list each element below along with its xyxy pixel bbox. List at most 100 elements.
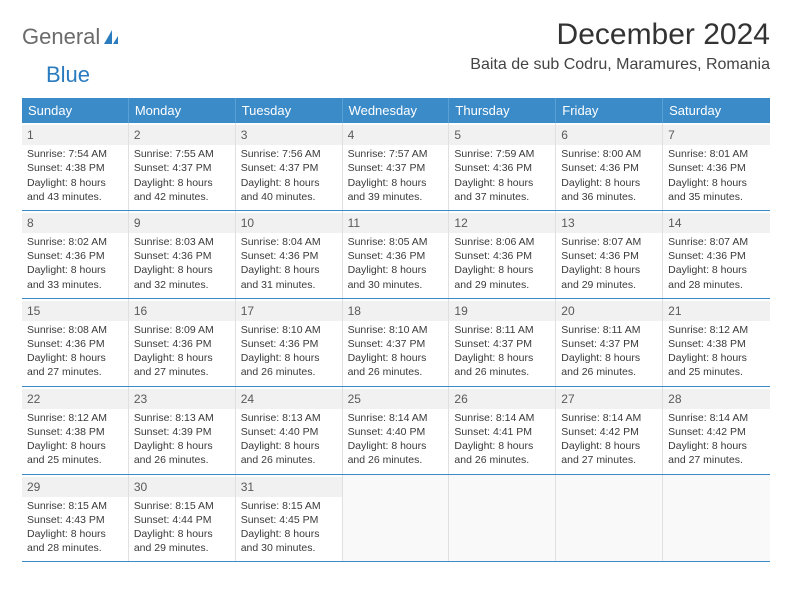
daylight: Daylight: 8 hours and 26 minutes. xyxy=(134,439,230,467)
sunset: Sunset: 4:37 PM xyxy=(348,337,444,351)
sunrise: Sunrise: 8:07 AM xyxy=(668,235,765,249)
weekday: Friday xyxy=(556,98,663,123)
sunset: Sunset: 4:36 PM xyxy=(348,249,444,263)
sunset: Sunset: 4:38 PM xyxy=(668,337,765,351)
weekday: Saturday xyxy=(663,98,770,123)
day-number: 18 xyxy=(343,301,449,321)
day-number: 6 xyxy=(556,125,662,145)
day-cell: 7Sunrise: 8:01 AMSunset: 4:36 PMDaylight… xyxy=(663,123,770,210)
sunrise: Sunrise: 8:12 AM xyxy=(668,323,765,337)
daylight: Daylight: 8 hours and 28 minutes. xyxy=(27,527,123,555)
sunrise: Sunrise: 8:10 AM xyxy=(348,323,444,337)
sunrise: Sunrise: 8:12 AM xyxy=(27,411,123,425)
day-cell: 1Sunrise: 7:54 AMSunset: 4:38 PMDaylight… xyxy=(22,123,129,210)
daylight: Daylight: 8 hours and 27 minutes. xyxy=(134,351,230,379)
sunset: Sunset: 4:37 PM xyxy=(134,161,230,175)
daylight: Daylight: 8 hours and 30 minutes. xyxy=(241,527,337,555)
sunrise: Sunrise: 8:09 AM xyxy=(134,323,230,337)
day-cell: 31Sunrise: 8:15 AMSunset: 4:45 PMDayligh… xyxy=(236,475,343,562)
sunrise: Sunrise: 8:15 AM xyxy=(134,499,230,513)
day-number: 13 xyxy=(556,213,662,233)
daylight: Daylight: 8 hours and 26 minutes. xyxy=(241,439,337,467)
sunset: Sunset: 4:40 PM xyxy=(241,425,337,439)
day-cell: 11Sunrise: 8:05 AMSunset: 4:36 PMDayligh… xyxy=(343,211,450,298)
daylight: Daylight: 8 hours and 37 minutes. xyxy=(454,176,550,204)
day-number: 16 xyxy=(129,301,235,321)
daylight: Daylight: 8 hours and 29 minutes. xyxy=(134,527,230,555)
week-row: 8Sunrise: 8:02 AMSunset: 4:36 PMDaylight… xyxy=(22,211,770,299)
daylight: Daylight: 8 hours and 27 minutes. xyxy=(668,439,765,467)
sunrise: Sunrise: 8:02 AM xyxy=(27,235,123,249)
daylight: Daylight: 8 hours and 39 minutes. xyxy=(348,176,444,204)
day-number: 20 xyxy=(556,301,662,321)
day-cell: 25Sunrise: 8:14 AMSunset: 4:40 PMDayligh… xyxy=(343,387,450,474)
day-number: 28 xyxy=(663,389,770,409)
day-cell: 26Sunrise: 8:14 AMSunset: 4:41 PMDayligh… xyxy=(449,387,556,474)
sunrise: Sunrise: 8:13 AM xyxy=(241,411,337,425)
day-cell: 3Sunrise: 7:56 AMSunset: 4:37 PMDaylight… xyxy=(236,123,343,210)
logo-text-2: Blue xyxy=(46,62,90,88)
day-number: 12 xyxy=(449,213,555,233)
sunset: Sunset: 4:36 PM xyxy=(454,161,550,175)
day-cell xyxy=(343,475,450,562)
day-number: 8 xyxy=(22,213,128,233)
sunrise: Sunrise: 8:00 AM xyxy=(561,147,657,161)
day-cell: 8Sunrise: 8:02 AMSunset: 4:36 PMDaylight… xyxy=(22,211,129,298)
daylight: Daylight: 8 hours and 31 minutes. xyxy=(241,263,337,291)
day-number: 17 xyxy=(236,301,342,321)
daylight: Daylight: 8 hours and 28 minutes. xyxy=(668,263,765,291)
daylight: Daylight: 8 hours and 30 minutes. xyxy=(348,263,444,291)
day-cell: 2Sunrise: 7:55 AMSunset: 4:37 PMDaylight… xyxy=(129,123,236,210)
location: Baita de sub Codru, Maramures, Romania xyxy=(470,56,770,74)
sunset: Sunset: 4:41 PM xyxy=(454,425,550,439)
day-cell: 4Sunrise: 7:57 AMSunset: 4:37 PMDaylight… xyxy=(343,123,450,210)
sunrise: Sunrise: 8:13 AM xyxy=(134,411,230,425)
day-cell: 15Sunrise: 8:08 AMSunset: 4:36 PMDayligh… xyxy=(22,299,129,386)
sunset: Sunset: 4:37 PM xyxy=(561,337,657,351)
day-number: 5 xyxy=(449,125,555,145)
day-cell xyxy=(663,475,770,562)
sunrise: Sunrise: 7:56 AM xyxy=(241,147,337,161)
daylight: Daylight: 8 hours and 27 minutes. xyxy=(561,439,657,467)
day-cell: 9Sunrise: 8:03 AMSunset: 4:36 PMDaylight… xyxy=(129,211,236,298)
daylight: Daylight: 8 hours and 36 minutes. xyxy=(561,176,657,204)
daylight: Daylight: 8 hours and 33 minutes. xyxy=(27,263,123,291)
sunrise: Sunrise: 8:15 AM xyxy=(27,499,123,513)
title-block: December 2024 Baita de sub Codru, Maramu… xyxy=(470,18,770,74)
day-cell: 23Sunrise: 8:13 AMSunset: 4:39 PMDayligh… xyxy=(129,387,236,474)
day-cell: 22Sunrise: 8:12 AMSunset: 4:38 PMDayligh… xyxy=(22,387,129,474)
sunset: Sunset: 4:39 PM xyxy=(134,425,230,439)
week-row: 1Sunrise: 7:54 AMSunset: 4:38 PMDaylight… xyxy=(22,123,770,211)
sunrise: Sunrise: 8:08 AM xyxy=(27,323,123,337)
sunrise: Sunrise: 8:11 AM xyxy=(561,323,657,337)
daylight: Daylight: 8 hours and 43 minutes. xyxy=(27,176,123,204)
day-number: 22 xyxy=(22,389,128,409)
sunset: Sunset: 4:42 PM xyxy=(561,425,657,439)
month-title: December 2024 xyxy=(470,18,770,52)
sunset: Sunset: 4:36 PM xyxy=(668,161,765,175)
sunset: Sunset: 4:36 PM xyxy=(561,249,657,263)
day-number: 27 xyxy=(556,389,662,409)
sunset: Sunset: 4:40 PM xyxy=(348,425,444,439)
day-cell: 13Sunrise: 8:07 AMSunset: 4:36 PMDayligh… xyxy=(556,211,663,298)
sunrise: Sunrise: 8:01 AM xyxy=(668,147,765,161)
daylight: Daylight: 8 hours and 29 minutes. xyxy=(454,263,550,291)
sunrise: Sunrise: 8:07 AM xyxy=(561,235,657,249)
weekday: Monday xyxy=(129,98,236,123)
day-cell: 14Sunrise: 8:07 AMSunset: 4:36 PMDayligh… xyxy=(663,211,770,298)
day-cell: 29Sunrise: 8:15 AMSunset: 4:43 PMDayligh… xyxy=(22,475,129,562)
sunrise: Sunrise: 8:14 AM xyxy=(454,411,550,425)
day-number: 24 xyxy=(236,389,342,409)
daylight: Daylight: 8 hours and 27 minutes. xyxy=(27,351,123,379)
day-cell: 30Sunrise: 8:15 AMSunset: 4:44 PMDayligh… xyxy=(129,475,236,562)
daylight: Daylight: 8 hours and 26 minutes. xyxy=(454,439,550,467)
sunset: Sunset: 4:42 PM xyxy=(668,425,765,439)
week-row: 15Sunrise: 8:08 AMSunset: 4:36 PMDayligh… xyxy=(22,299,770,387)
day-number: 14 xyxy=(663,213,770,233)
sunset: Sunset: 4:37 PM xyxy=(241,161,337,175)
week-row: 22Sunrise: 8:12 AMSunset: 4:38 PMDayligh… xyxy=(22,387,770,475)
sunrise: Sunrise: 7:54 AM xyxy=(27,147,123,161)
sunrise: Sunrise: 8:14 AM xyxy=(668,411,765,425)
day-number: 15 xyxy=(22,301,128,321)
sunrise: Sunrise: 8:14 AM xyxy=(561,411,657,425)
